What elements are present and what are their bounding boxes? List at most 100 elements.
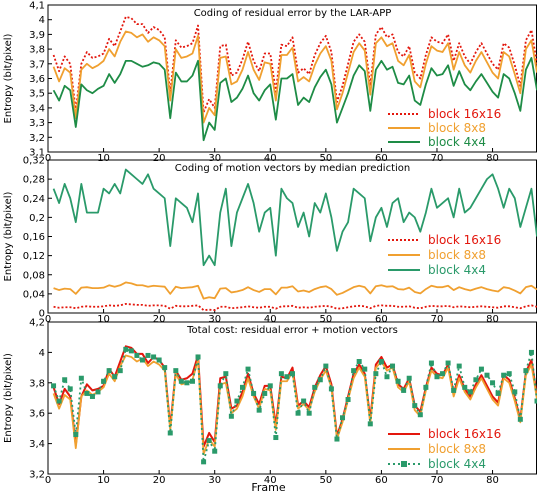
x-tick-label: 80 — [486, 475, 499, 486]
data-point — [151, 354, 157, 360]
data-point — [434, 374, 440, 380]
data-point — [173, 368, 179, 374]
data-point — [223, 371, 229, 377]
data-point — [312, 384, 318, 390]
data-point — [273, 435, 279, 441]
data-point — [306, 410, 312, 416]
data-point — [134, 352, 140, 358]
data-point — [417, 412, 423, 418]
y-tick-label: 4 — [39, 348, 45, 359]
data-point — [334, 436, 340, 442]
data-point — [206, 438, 212, 444]
data-point — [423, 384, 429, 390]
data-point — [323, 363, 329, 369]
data-point — [106, 368, 112, 374]
data-point — [512, 389, 518, 395]
legend-label: block 16x16 — [428, 427, 501, 441]
y-tick-label: 3,8 — [29, 45, 45, 56]
data-point — [290, 371, 295, 377]
data-point — [340, 415, 346, 421]
data-point — [245, 366, 251, 372]
x-tick-label: 70 — [431, 475, 444, 486]
data-point — [506, 371, 512, 377]
data-point — [390, 363, 396, 369]
x-axis-label: Frame — [251, 481, 286, 494]
data-point — [212, 448, 218, 454]
y-tick-label: 4,2 — [29, 318, 45, 329]
data-point — [262, 390, 268, 396]
x-tick-label: 40 — [264, 153, 277, 164]
data-point — [406, 375, 412, 381]
data-point — [101, 378, 107, 384]
y-tick-label: 4 — [39, 15, 45, 26]
y-tick-label: 4,1 — [29, 1, 45, 12]
data-point — [478, 366, 484, 372]
data-point — [112, 374, 118, 380]
x-tick-label: 20 — [153, 475, 166, 486]
x-tick-label: 40 — [264, 314, 277, 325]
data-point — [117, 368, 123, 374]
y-tick-label: 3,2 — [29, 133, 45, 144]
y-tick-label: 3,2 — [29, 470, 45, 481]
x-tick-label: 50 — [319, 153, 332, 164]
legend-label: block 4x4 — [428, 263, 486, 277]
x-tick-label: 80 — [486, 153, 499, 164]
data-point — [189, 378, 195, 384]
legend-marker — [401, 461, 407, 467]
data-point — [295, 410, 301, 416]
x-tick-label: 70 — [431, 153, 444, 164]
data-point — [217, 383, 223, 389]
data-point — [184, 380, 190, 386]
data-point — [328, 386, 334, 392]
x-tick-label: 80 — [486, 314, 499, 325]
data-point — [67, 386, 73, 392]
y-tick-label: 3,9 — [29, 30, 45, 41]
y-tick-label: 0,04 — [23, 289, 45, 300]
series-line-block-16x16 — [52, 15, 537, 114]
data-point — [123, 346, 129, 352]
series-line-block-4x4 — [52, 168, 537, 267]
data-point — [239, 384, 245, 390]
y-tick-label: 0,24 — [23, 194, 45, 205]
y-tick-label: 0,16 — [23, 232, 45, 243]
data-point — [201, 459, 207, 465]
data-point — [301, 398, 307, 404]
series-line-block-16x16 — [53, 303, 537, 312]
y-tick-label: 0,32 — [23, 156, 45, 167]
x-tick-label: 50 — [319, 475, 332, 486]
data-point — [234, 398, 240, 404]
y-tick-label: 3,6 — [29, 74, 45, 85]
data-point — [228, 413, 234, 419]
data-point — [501, 372, 507, 378]
legend-label: block 4x4 — [428, 457, 486, 471]
x-tick-label: 70 — [431, 314, 444, 325]
data-point — [412, 403, 418, 409]
legend-label: block 16x16 — [428, 107, 501, 121]
data-point — [256, 407, 262, 413]
legend-label: block 4x4 — [428, 135, 486, 149]
y-tick-label: 3,4 — [29, 439, 45, 450]
y-tick-label: 0,28 — [23, 175, 45, 186]
y-axis-label: Entropy (bit/pixel) — [3, 353, 14, 443]
y-tick-label: 3,5 — [29, 89, 45, 100]
data-point — [73, 431, 79, 437]
x-tick-label: 60 — [375, 314, 388, 325]
data-point — [317, 377, 323, 383]
chart-title: Coding of residual error by the LAR-APP — [194, 8, 392, 19]
x-tick-label: 10 — [97, 314, 110, 325]
y-tick-label: 3,6 — [29, 409, 45, 420]
data-point — [56, 398, 62, 404]
data-point — [167, 430, 173, 436]
data-point — [78, 375, 84, 381]
data-point — [490, 380, 496, 386]
data-point — [445, 360, 451, 366]
y-axis-label: Entropy (bit/pixel) — [3, 191, 14, 281]
x-tick-label: 20 — [153, 314, 166, 325]
x-tick-label: 30 — [208, 314, 221, 325]
legend-label: block 8x8 — [428, 248, 486, 262]
data-point — [484, 372, 490, 378]
data-point — [95, 389, 101, 395]
data-point — [528, 349, 534, 355]
legend-label: block 8x8 — [428, 442, 486, 456]
